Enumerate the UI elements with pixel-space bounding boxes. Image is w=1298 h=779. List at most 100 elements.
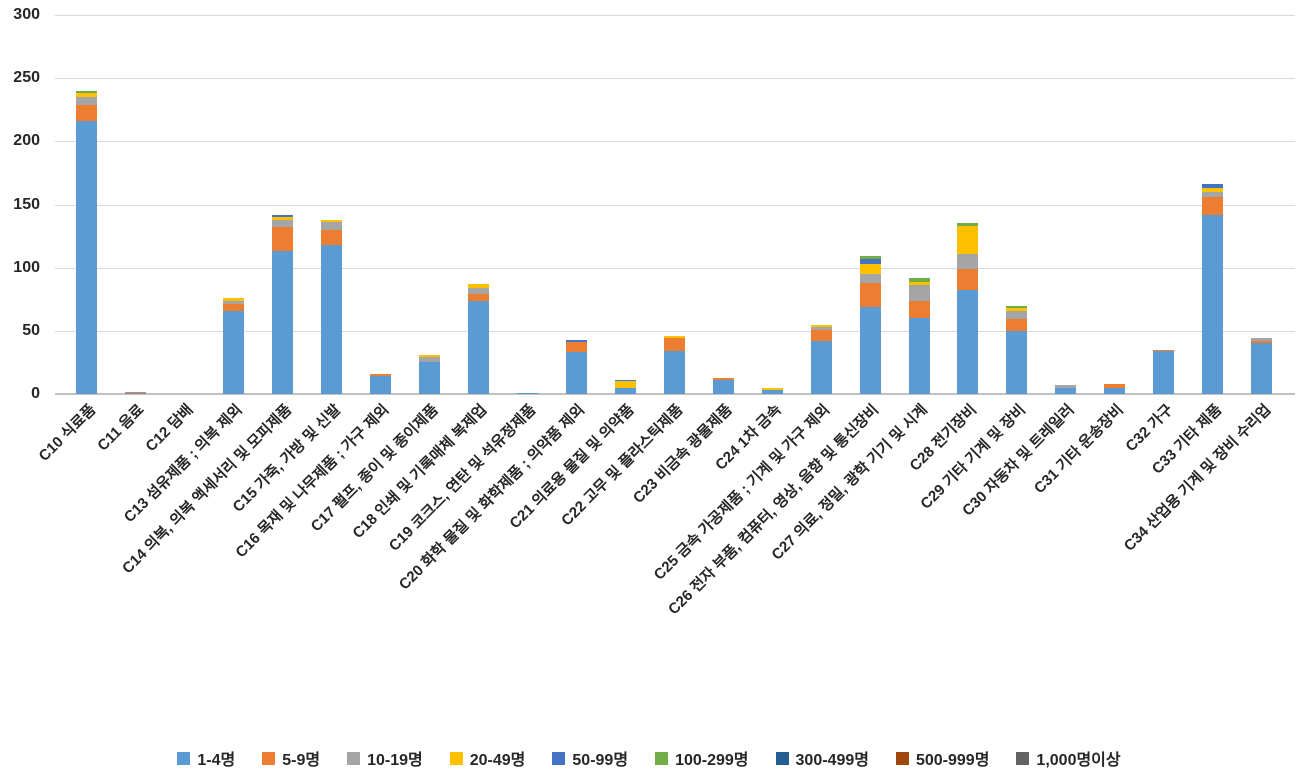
bar-segment — [957, 253, 979, 269]
bar-segment — [565, 339, 587, 343]
gridline — [55, 330, 1295, 332]
bar-segment — [957, 268, 979, 291]
bar-segment — [321, 222, 342, 230]
bar-segment — [321, 219, 342, 223]
bar-segment — [908, 300, 930, 319]
bar-segment — [1202, 188, 1224, 192]
x-axis-label: C14 의복, 의복 액세서리 및 모피제품 — [118, 401, 295, 578]
x-axis-label: C20 화학 물질 및 화학제품 ; 의약품 제외 — [396, 401, 589, 594]
legend-item: 500-999명 — [895, 746, 989, 770]
legend-label: 300-499명 — [795, 752, 869, 769]
x-axis-label: C11 음료 — [94, 401, 148, 455]
bar-segment — [1006, 305, 1028, 309]
bar-segment — [957, 226, 979, 254]
x-axis-label: C29 기타 기계 및 장비 — [917, 401, 1030, 513]
bar-segment — [1104, 383, 1126, 388]
bar-segment — [1006, 330, 1028, 394]
bar-segment — [614, 387, 636, 394]
x-axis-labels: C10 식료품 C11 음료 C12 담배 C13 섬유제품 ; 의복 제외 C14 의… — [35, 399, 1295, 649]
bar-segment — [1251, 340, 1273, 344]
bar-segment — [712, 380, 734, 394]
legend-swatch-icon — [552, 751, 566, 765]
bar-segment — [467, 287, 489, 295]
bar-segment — [810, 329, 832, 341]
gridline — [55, 204, 1295, 206]
y-axis: 0 50 100 150 200 250 300 — [0, 6, 46, 402]
bar-segment — [76, 104, 98, 122]
bar-segment — [810, 327, 832, 330]
bar-segment — [908, 277, 930, 282]
bar-segment — [1006, 308, 1028, 311]
x-axis-label: C10 식료품 — [35, 401, 99, 465]
legend-label: 5-9명 — [282, 752, 321, 769]
x-axis-label: C23 비금속 광물제품 — [629, 401, 736, 507]
bar-segment — [908, 281, 930, 286]
bar-segment — [859, 258, 881, 264]
y-axis-tick-label: 150 — [13, 195, 40, 213]
bar-segment — [76, 93, 98, 98]
bar-segment — [272, 219, 294, 228]
gridline — [55, 141, 1295, 143]
bar-segment — [859, 306, 881, 394]
bar-segment — [1251, 338, 1273, 341]
bar-segment — [810, 324, 832, 328]
y-axis-tick-label: 100 — [13, 258, 40, 276]
x-axis-label: C21 의료용 물질 및 의약품 — [506, 401, 638, 533]
bar-segment — [272, 227, 294, 252]
x-axis-label: C22 고무 및 플라스틱제품 — [558, 401, 687, 530]
legend-swatch-icon — [1016, 751, 1030, 765]
y-axis-tick-label: 50 — [22, 321, 40, 339]
legend-label: 20-49명 — [469, 752, 526, 769]
gridline — [55, 267, 1295, 269]
x-axis-label: C32 가구 — [1122, 401, 1176, 456]
bar-segment — [761, 390, 783, 394]
bar-segment — [272, 251, 294, 394]
legend-label: 100-299명 — [675, 752, 749, 769]
legend-item: 100-299명 — [655, 746, 749, 770]
bar-segment — [1006, 310, 1028, 320]
bar-segment — [663, 335, 685, 339]
x-axis-label: C13 섬유제품 ; 의복 제외 — [120, 401, 246, 526]
legend-swatch-icon — [895, 751, 909, 765]
bar-segment — [761, 387, 783, 391]
x-axis-label: C27 의료, 정밀, 광학 기기 및 시계 — [768, 401, 932, 564]
bar-segment — [1202, 191, 1224, 197]
bar-segment — [76, 90, 98, 94]
bar-segment — [223, 310, 245, 394]
bar-segment — [908, 285, 930, 301]
bar-segment — [859, 263, 881, 274]
gridline — [55, 15, 1295, 16]
legend-item: 10-19명 — [347, 746, 423, 770]
bar-segment — [1153, 349, 1175, 352]
x-axis-label: C26 전자 부품, 컴퓨터, 영상, 음향 및 통신장비 — [665, 401, 883, 619]
legend-item: 50-99명 — [552, 746, 628, 770]
bar-segment — [1104, 387, 1126, 394]
bar-segment — [369, 376, 391, 394]
bar-segment — [223, 304, 245, 311]
bar-segment — [1202, 184, 1224, 189]
legend-item: 5-9명 — [262, 746, 320, 770]
legend-item: 20-49명 — [449, 746, 526, 770]
y-axis-tick-label: 0 — [31, 385, 40, 402]
y-axis-tick-label: 250 — [13, 69, 40, 87]
legend-item: 1,000명이상 — [1016, 746, 1121, 770]
bar-segment — [321, 244, 342, 394]
bar-segment — [418, 354, 440, 358]
x-axis-label: C16 목재 및 나무제품 ; 가구 제외 — [232, 401, 393, 562]
bar-segment — [908, 318, 930, 394]
bar-segment — [223, 300, 245, 305]
legend-swatch-icon — [262, 751, 276, 765]
bar-segment — [1202, 214, 1224, 394]
gridline — [55, 78, 1295, 80]
bar-segment — [1055, 387, 1077, 394]
legend: 1-4명 5-9명 10-19명 20-49명 50-99명 100-299명 300-49… — [0, 741, 1298, 775]
bar-segment — [663, 351, 685, 394]
bar-segment — [859, 282, 881, 307]
legend-label: 10-19명 — [367, 752, 423, 769]
legend-swatch-icon — [177, 751, 191, 765]
legend-swatch-icon — [775, 751, 789, 765]
bar-segment — [1153, 351, 1175, 394]
x-axis-label: C33 기타 제품 — [1148, 401, 1225, 478]
bar-segment — [859, 256, 881, 259]
